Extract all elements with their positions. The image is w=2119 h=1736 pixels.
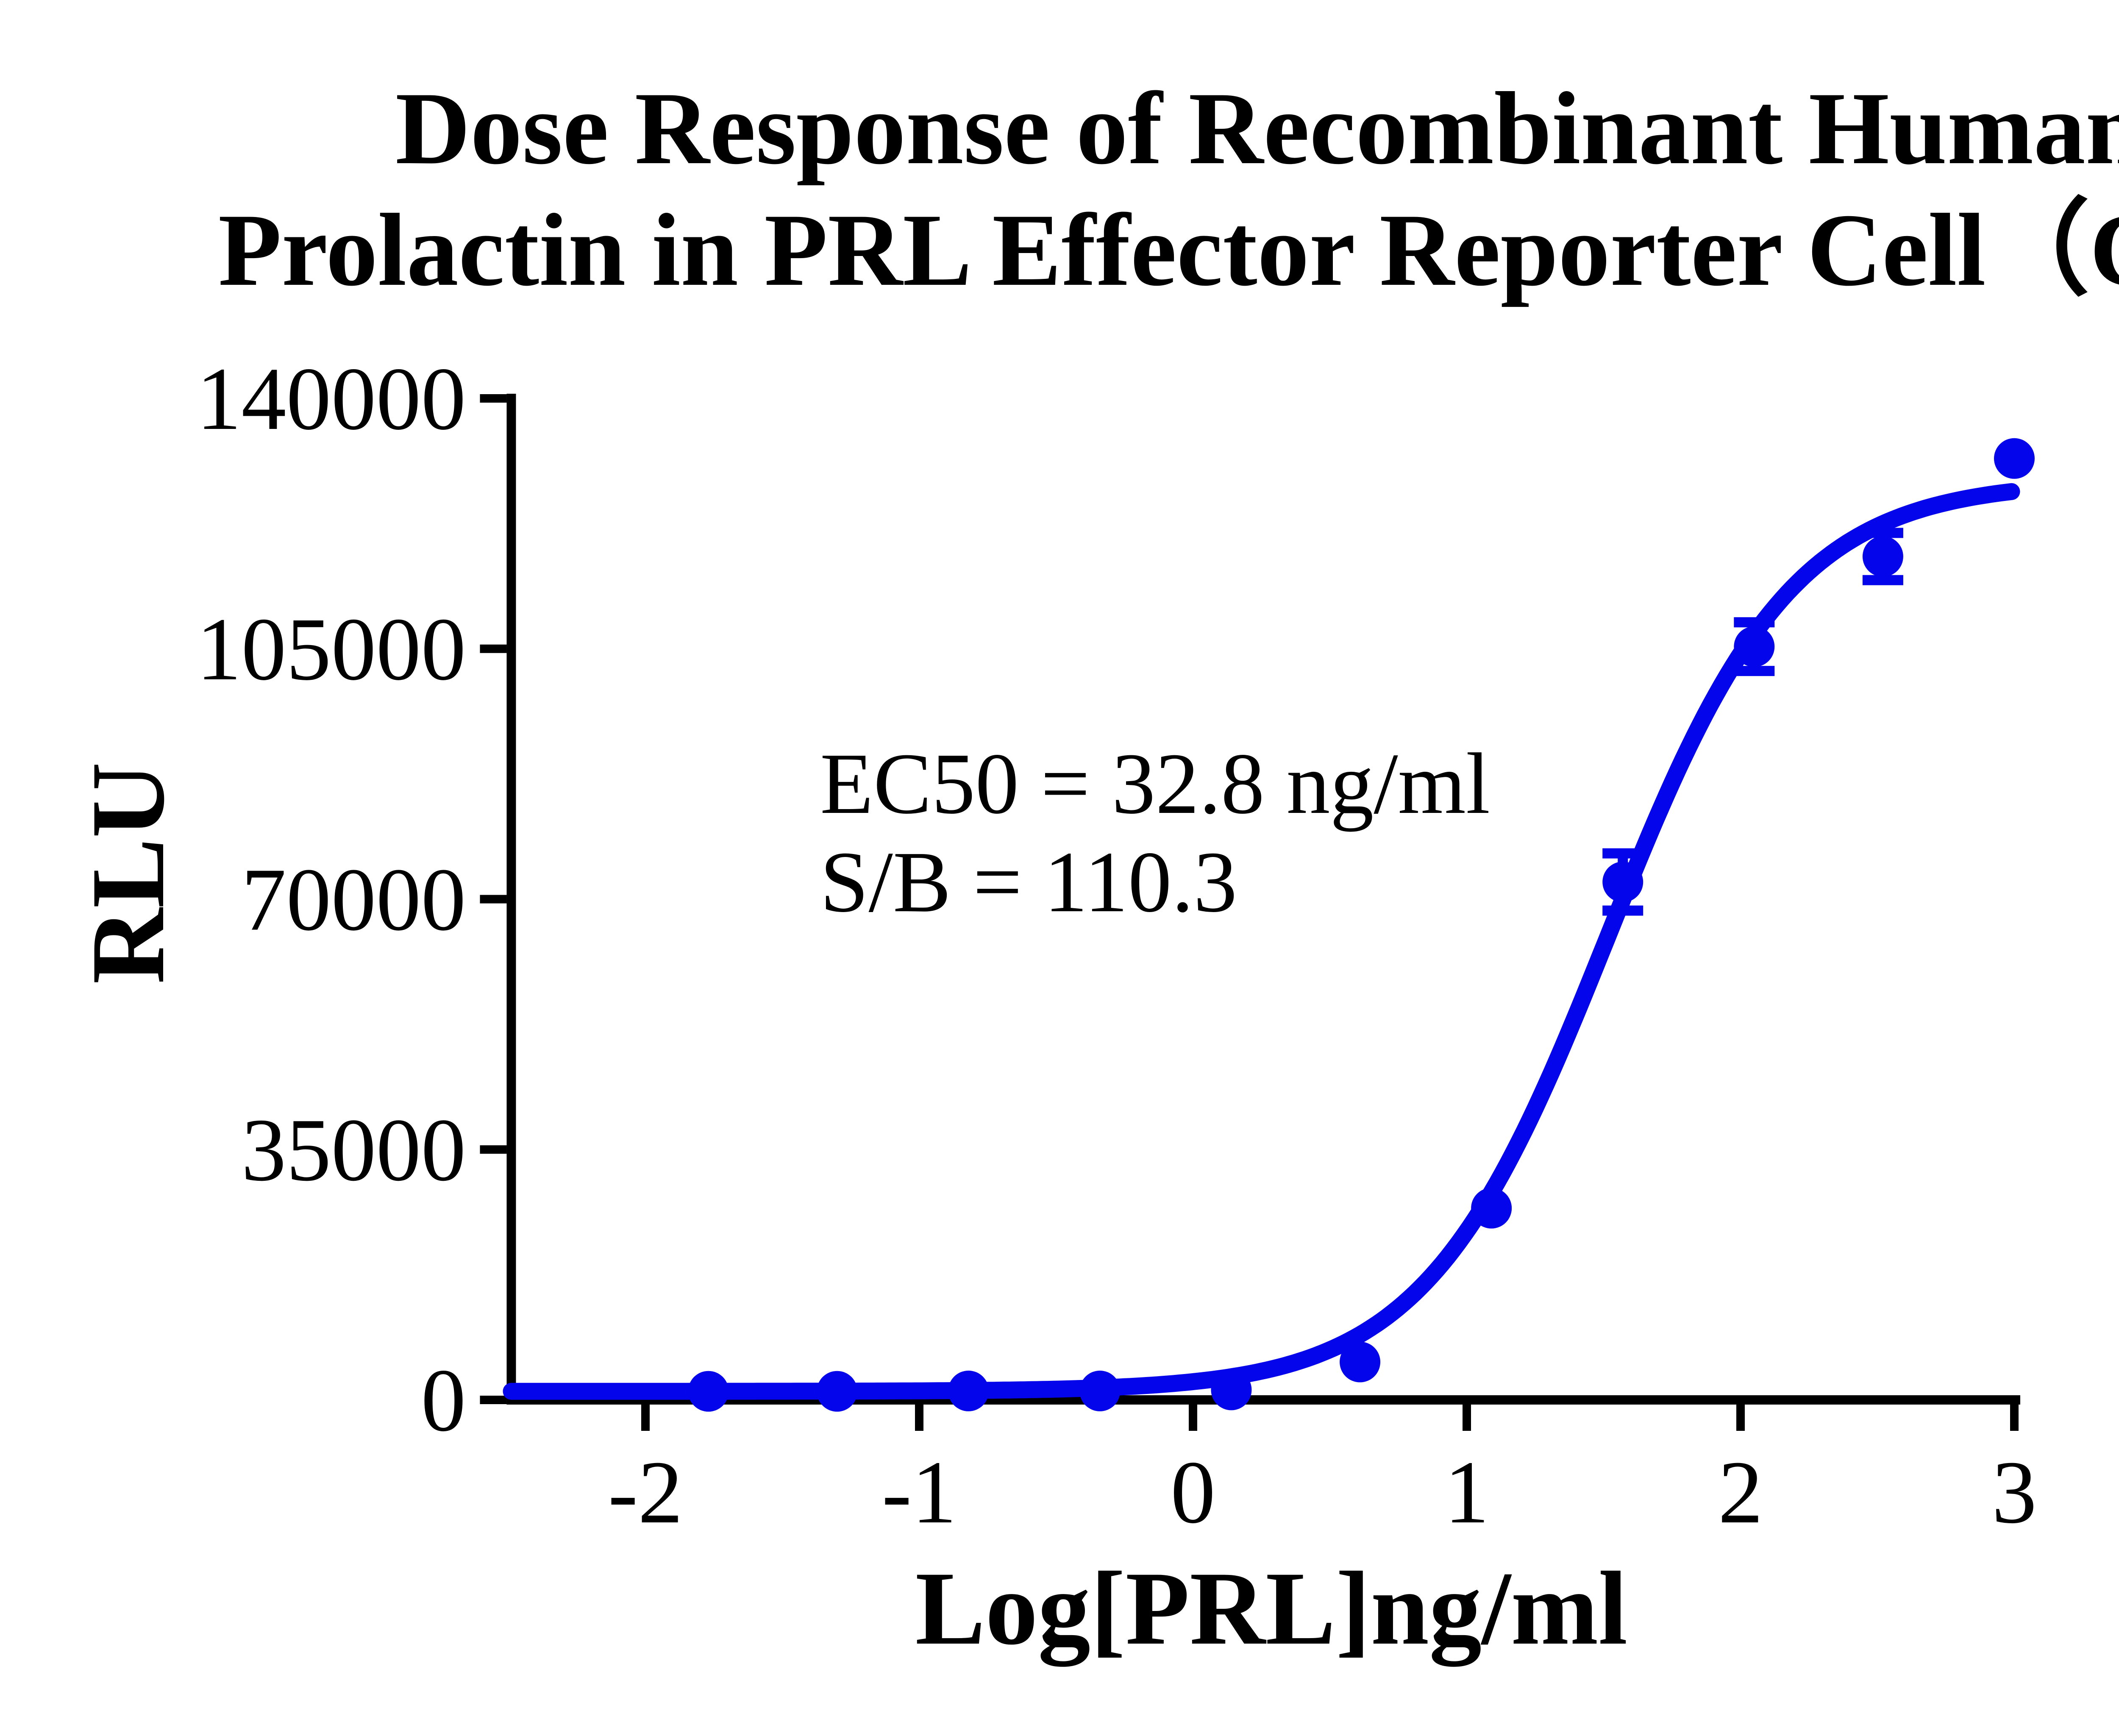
y-tick-label: 140000 [196, 349, 466, 448]
data-point [817, 1371, 858, 1412]
data-point [1079, 1370, 1121, 1411]
x-tick-label: 3 [1992, 1442, 2037, 1542]
chart-title-line2: Prolactin in PRL Effector Reporter Cell（… [218, 192, 2119, 307]
sb-annotation-line2: S/B = 110.3 [820, 833, 1237, 930]
x-tick-label: 1 [1444, 1442, 1489, 1542]
data-series [503, 438, 2035, 1412]
y-tick-label: 0 [421, 1350, 466, 1450]
chart-title-line1: Dose Response of Recombinant Human [395, 71, 2119, 186]
ec50-annotation: EC50 = 32.8 ng/ml S/B = 110.3 [820, 735, 1490, 930]
data-point [688, 1371, 729, 1412]
x-tick-label: 0 [1171, 1442, 1215, 1542]
data-point [1471, 1188, 1512, 1229]
y-tick-label: 70000 [241, 850, 466, 949]
axes: 0 35000 70000 105000 140000 -2 -1 0 1 2 3 [196, 349, 2037, 1542]
x-tick-label: 2 [1718, 1442, 1763, 1542]
y-tick-label: 35000 [241, 1100, 466, 1199]
data-point [1340, 1341, 1381, 1383]
data-point [948, 1370, 989, 1411]
ec50-annotation-line1: EC50 = 32.8 ng/ml [820, 735, 1490, 832]
chart-title: Dose Response of Recombinant Human Prola… [218, 71, 2119, 307]
fit-curve [503, 483, 2020, 1400]
data-point [1211, 1369, 1252, 1410]
y-tick-label: 105000 [196, 599, 466, 699]
data-point [1994, 438, 2035, 479]
x-axis-title: Log[PRL]ng/ml [915, 1550, 1628, 1667]
data-point [1602, 861, 1643, 902]
x-tick-label: -2 [608, 1442, 683, 1542]
data-point [1862, 536, 1903, 577]
y-axis-title: RLU [70, 762, 186, 984]
x-tick-label: -1 [882, 1442, 957, 1542]
data-point [1734, 626, 1775, 667]
